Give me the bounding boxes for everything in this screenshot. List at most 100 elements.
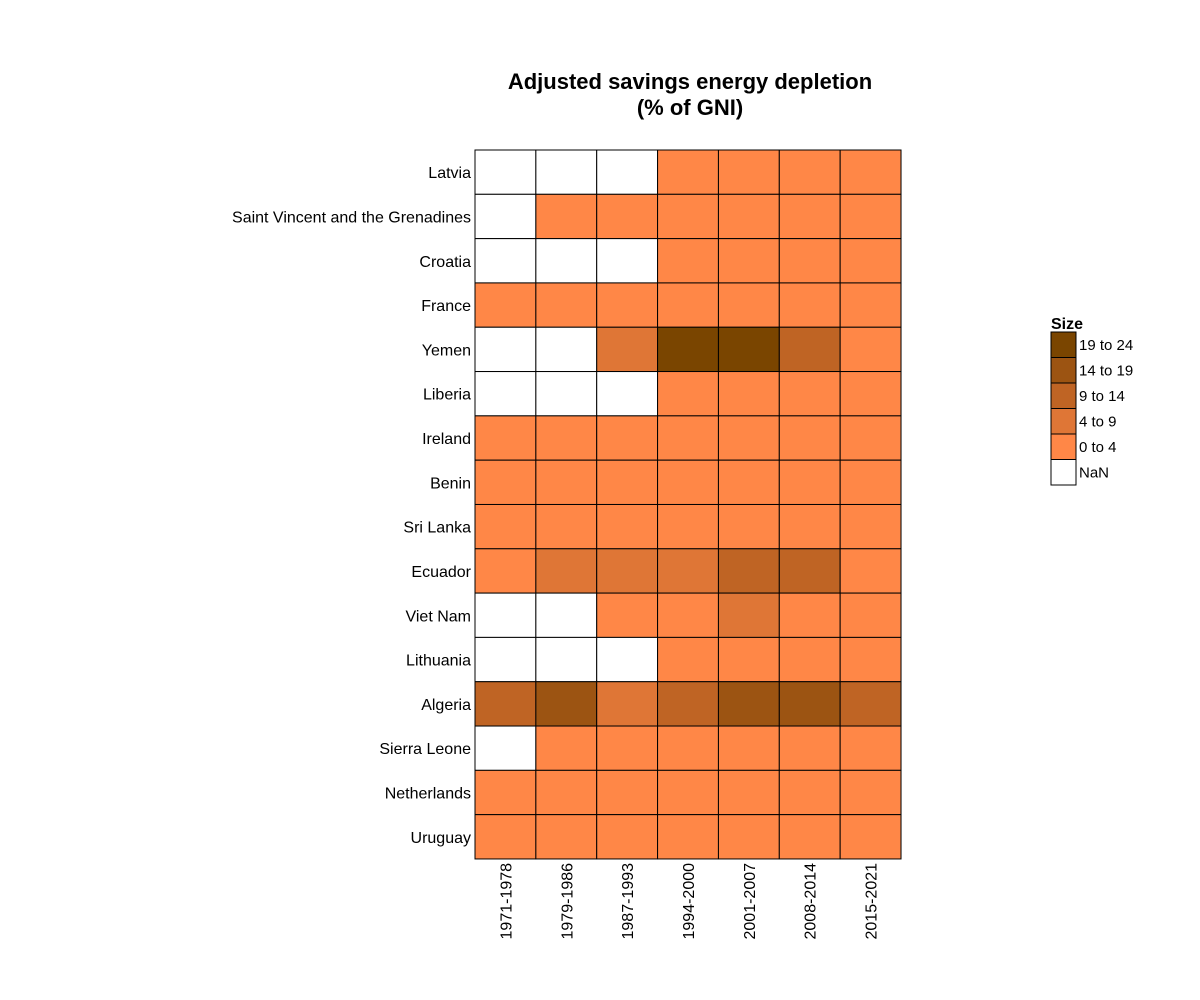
heatmap-cell <box>535 592 598 638</box>
column-label: 1994-2000 <box>681 863 698 940</box>
heatmap-cell <box>657 814 719 860</box>
heatmap-cell <box>657 193 719 240</box>
heatmap-cell <box>657 459 719 505</box>
column-label: 2015-2021 <box>864 863 881 940</box>
heatmap-cell <box>717 193 780 240</box>
heatmap-cell <box>596 592 659 638</box>
heatmap-cell <box>474 503 537 550</box>
heatmap-cell <box>474 282 537 328</box>
column-label: 2008-2014 <box>803 863 820 940</box>
heatmap-cell <box>474 371 537 417</box>
heatmap-cell <box>535 814 598 860</box>
column-label: 2001-2007 <box>742 863 759 940</box>
heatmap-cell <box>778 681 841 727</box>
column-label: 1971-1978 <box>498 863 515 940</box>
row-label: Viet Nam <box>405 608 471 625</box>
heatmap-cell <box>596 282 659 328</box>
heatmap-cell <box>535 282 598 328</box>
column-labels: 1971-1978 1979-1986 1987-1993 1994-2000 2001… <box>498 863 880 940</box>
legend-label: 19 to 24 <box>1079 337 1133 354</box>
heatmap-cell <box>778 769 841 816</box>
heatmap-cell <box>839 371 902 417</box>
heatmap-cells <box>474 149 902 860</box>
heatmap-cell <box>657 636 719 683</box>
heatmap-cell <box>839 238 902 284</box>
heatmap-cell <box>657 592 719 638</box>
heatmap-cell <box>535 636 598 683</box>
heatmap-cell <box>717 548 780 594</box>
heatmap-cell <box>717 725 780 771</box>
row-label: Lithuania <box>406 653 471 670</box>
heatmap-cell <box>657 149 719 195</box>
heatmap-cell <box>778 238 841 284</box>
heatmap-cell <box>839 681 902 727</box>
heatmap-cell <box>657 326 719 373</box>
heatmap-cell <box>474 681 537 727</box>
heatmap-cell <box>778 548 841 594</box>
heatmap-cell <box>839 149 902 195</box>
heatmap-cell <box>778 371 841 417</box>
heatmap-cell <box>535 769 598 816</box>
heatmap-cell <box>657 503 719 550</box>
heatmap-cell <box>717 459 780 505</box>
heatmap-cell <box>839 459 902 505</box>
heatmap-cell <box>596 503 659 550</box>
heatmap-cell <box>839 769 902 816</box>
legend-swatch <box>1050 459 1077 486</box>
heatmap-cell <box>778 282 841 328</box>
heatmap-cell <box>596 814 659 860</box>
heatmap-cell <box>596 681 659 727</box>
heatmap-cell <box>535 459 598 505</box>
heatmap-cell <box>717 326 780 373</box>
heatmap-cell <box>657 681 719 727</box>
heatmap-cell <box>717 282 780 328</box>
heatmap-cell <box>717 681 780 727</box>
heatmap-cell <box>657 415 719 461</box>
heatmap-cell <box>839 503 902 550</box>
heatmap-cell <box>778 415 841 461</box>
heatmap-cell <box>535 725 598 771</box>
legend-swatch <box>1050 408 1077 435</box>
heatmap-cell <box>839 548 902 594</box>
heatmap-cell <box>717 415 780 461</box>
legend: Size 19 to 24 14 to 19 9 to 14 4 to 9 0 to 4… <box>1050 316 1133 486</box>
heatmap-cell <box>596 415 659 461</box>
heatmap-cell <box>717 769 780 816</box>
heatmap-cell <box>474 149 537 195</box>
heatmap-cell <box>657 371 719 417</box>
heatmap-cell <box>657 238 719 284</box>
heatmap-cell <box>778 636 841 683</box>
legend-label: NaN <box>1079 464 1109 481</box>
row-label: Saint Vincent and the Grenadines <box>232 209 471 226</box>
column-label: 1987-1993 <box>620 863 637 940</box>
heatmap-cell <box>839 636 902 683</box>
heatmap-cell <box>596 238 659 284</box>
heatmap-cell <box>596 769 659 816</box>
heatmap-cell <box>717 503 780 550</box>
heatmap-cell <box>474 459 537 505</box>
heatmap-cell <box>778 503 841 550</box>
heatmap-cell <box>778 814 841 860</box>
heatmap-cell <box>596 193 659 240</box>
legend-swatch <box>1050 331 1077 358</box>
heatmap-cell <box>535 548 598 594</box>
row-label: Yemen <box>422 342 471 359</box>
row-label: Sri Lanka <box>403 520 471 537</box>
heatmap-cell <box>596 149 659 195</box>
heatmap-cell <box>839 725 902 771</box>
heatmap-cell <box>474 326 537 373</box>
legend-label: 9 to 14 <box>1079 388 1125 405</box>
chart-title-line-2: (% of GNI) <box>637 95 743 120</box>
legend-label: 4 to 9 <box>1079 413 1117 430</box>
heatmap-cell <box>717 592 780 638</box>
heatmap-cell <box>474 592 537 638</box>
heatmap-cell <box>596 548 659 594</box>
row-labels: Latvia Saint Vincent and the Grenadines Cr… <box>232 165 472 847</box>
heatmap-cell <box>535 149 598 195</box>
heatmap-cell <box>778 193 841 240</box>
row-label: Benin <box>430 475 471 492</box>
heatmap-cell <box>717 814 780 860</box>
heatmap-cell <box>839 282 902 328</box>
heatmap-cell <box>474 193 537 240</box>
legend-label: 14 to 19 <box>1079 362 1133 379</box>
